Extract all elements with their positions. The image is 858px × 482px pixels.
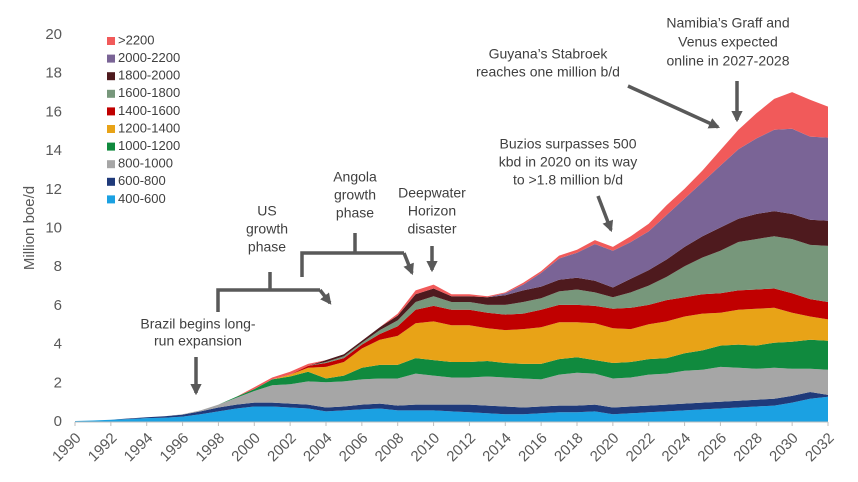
x-tick-label: 2020 <box>587 430 623 466</box>
legend-swatch <box>107 54 115 63</box>
x-tick-label: 1990 <box>49 430 85 466</box>
annotation: Namibia’s Graff and <box>666 15 789 31</box>
annotation: growth <box>334 187 376 203</box>
annotation: disaster <box>407 221 456 237</box>
y-axis-label: Million boe/d <box>21 186 38 270</box>
annotation: US <box>257 203 276 219</box>
y-tick-label: 4 <box>54 336 62 353</box>
legend-label: 1000-1200 <box>118 138 180 153</box>
x-tick-label: 1992 <box>85 430 121 466</box>
x-tick-label: 2000 <box>228 430 264 466</box>
arrow <box>627 84 721 129</box>
legend-swatch <box>107 142 115 151</box>
y-tick-label: 12 <box>45 181 62 198</box>
y-tick-label: 0 <box>54 413 62 430</box>
arrow <box>596 195 614 233</box>
y-tick-label: 10 <box>45 219 62 236</box>
legend-swatch <box>107 160 115 169</box>
area <box>75 211 828 421</box>
area <box>75 396 828 422</box>
annotation: Deepwater <box>398 185 466 201</box>
area <box>75 307 828 421</box>
legend-label: 400-600 <box>118 191 166 206</box>
x-tick-label: 1996 <box>157 430 193 466</box>
annotation: kbd in 2020 on its way <box>499 154 638 170</box>
x-tick-label: 2026 <box>694 430 730 466</box>
x-tick-label: 2014 <box>479 430 515 466</box>
x-tick-label: 2002 <box>264 430 300 466</box>
area <box>75 392 828 421</box>
annotation: Guyana’s Stabroek <box>489 46 609 62</box>
y-tick-label: 18 <box>45 65 62 82</box>
x-tick-label: 2028 <box>730 430 766 466</box>
x-tick-label: 2024 <box>659 430 695 466</box>
annotation: online in 2027-2028 <box>667 53 790 69</box>
area <box>75 339 828 421</box>
x-tick-label: 2032 <box>802 430 838 466</box>
legend-swatch <box>107 195 115 204</box>
legend-label: 1800-2000 <box>118 68 180 83</box>
y-tick-label: 16 <box>45 103 62 120</box>
x-tick-label: 1998 <box>192 430 228 466</box>
area <box>75 92 828 421</box>
legend-swatch <box>107 125 115 133</box>
legend-label: 1400-1600 <box>118 103 180 118</box>
legend-label: 1200-1400 <box>118 120 180 135</box>
area <box>75 236 828 421</box>
y-tick-label: 6 <box>54 297 62 314</box>
legend-swatch <box>107 37 115 45</box>
legend-label: 1600-1800 <box>118 85 180 100</box>
annotation: Buzios surpasses 500 <box>500 136 637 152</box>
y-tick-label: 20 <box>45 26 62 43</box>
area <box>75 128 828 422</box>
x-tick-label: 1994 <box>121 430 157 466</box>
annotation: Horizon <box>408 203 456 219</box>
area <box>75 288 828 421</box>
x-tick-label: 2012 <box>443 430 479 466</box>
annotation: reaches one million b/d <box>476 64 620 80</box>
x-tick-label: 2006 <box>336 430 372 466</box>
x-tick-label: 2004 <box>300 430 336 466</box>
legend-swatch <box>107 72 115 81</box>
bracket <box>216 288 320 312</box>
area <box>75 366 828 421</box>
arrow <box>402 252 414 276</box>
annotation: Angola <box>333 169 377 185</box>
legend-label: 800-1000 <box>118 156 173 171</box>
annotation: phase <box>336 205 374 221</box>
x-tick-label: 2016 <box>515 430 551 466</box>
legend-swatch <box>107 177 115 186</box>
y-tick-label: 8 <box>54 258 62 275</box>
legend-label: 600-800 <box>118 173 166 188</box>
legend-label: >2200 <box>118 32 155 47</box>
x-tick-label: 2010 <box>408 430 444 466</box>
y-tick-label: 2 <box>54 374 62 391</box>
annotation: Venus expected <box>678 34 778 50</box>
x-tick-label: 2030 <box>766 430 802 466</box>
legend-label: 2000-2200 <box>118 50 180 65</box>
annotation: growth <box>246 221 288 237</box>
arrow <box>318 288 332 305</box>
annotation: run expansion <box>154 333 242 349</box>
x-tick-label: 2022 <box>623 430 659 466</box>
legend-swatch <box>107 107 115 116</box>
y-tick-label: 14 <box>45 142 62 159</box>
annotation: phase <box>248 239 286 255</box>
annotation: to >1.8 million b/d <box>513 172 623 188</box>
annotation: Brazil begins long- <box>140 316 256 332</box>
x-tick-label: 2008 <box>372 430 408 466</box>
legend-swatch <box>107 89 115 98</box>
x-tick-label: 2018 <box>551 430 587 466</box>
bracket <box>300 251 404 277</box>
